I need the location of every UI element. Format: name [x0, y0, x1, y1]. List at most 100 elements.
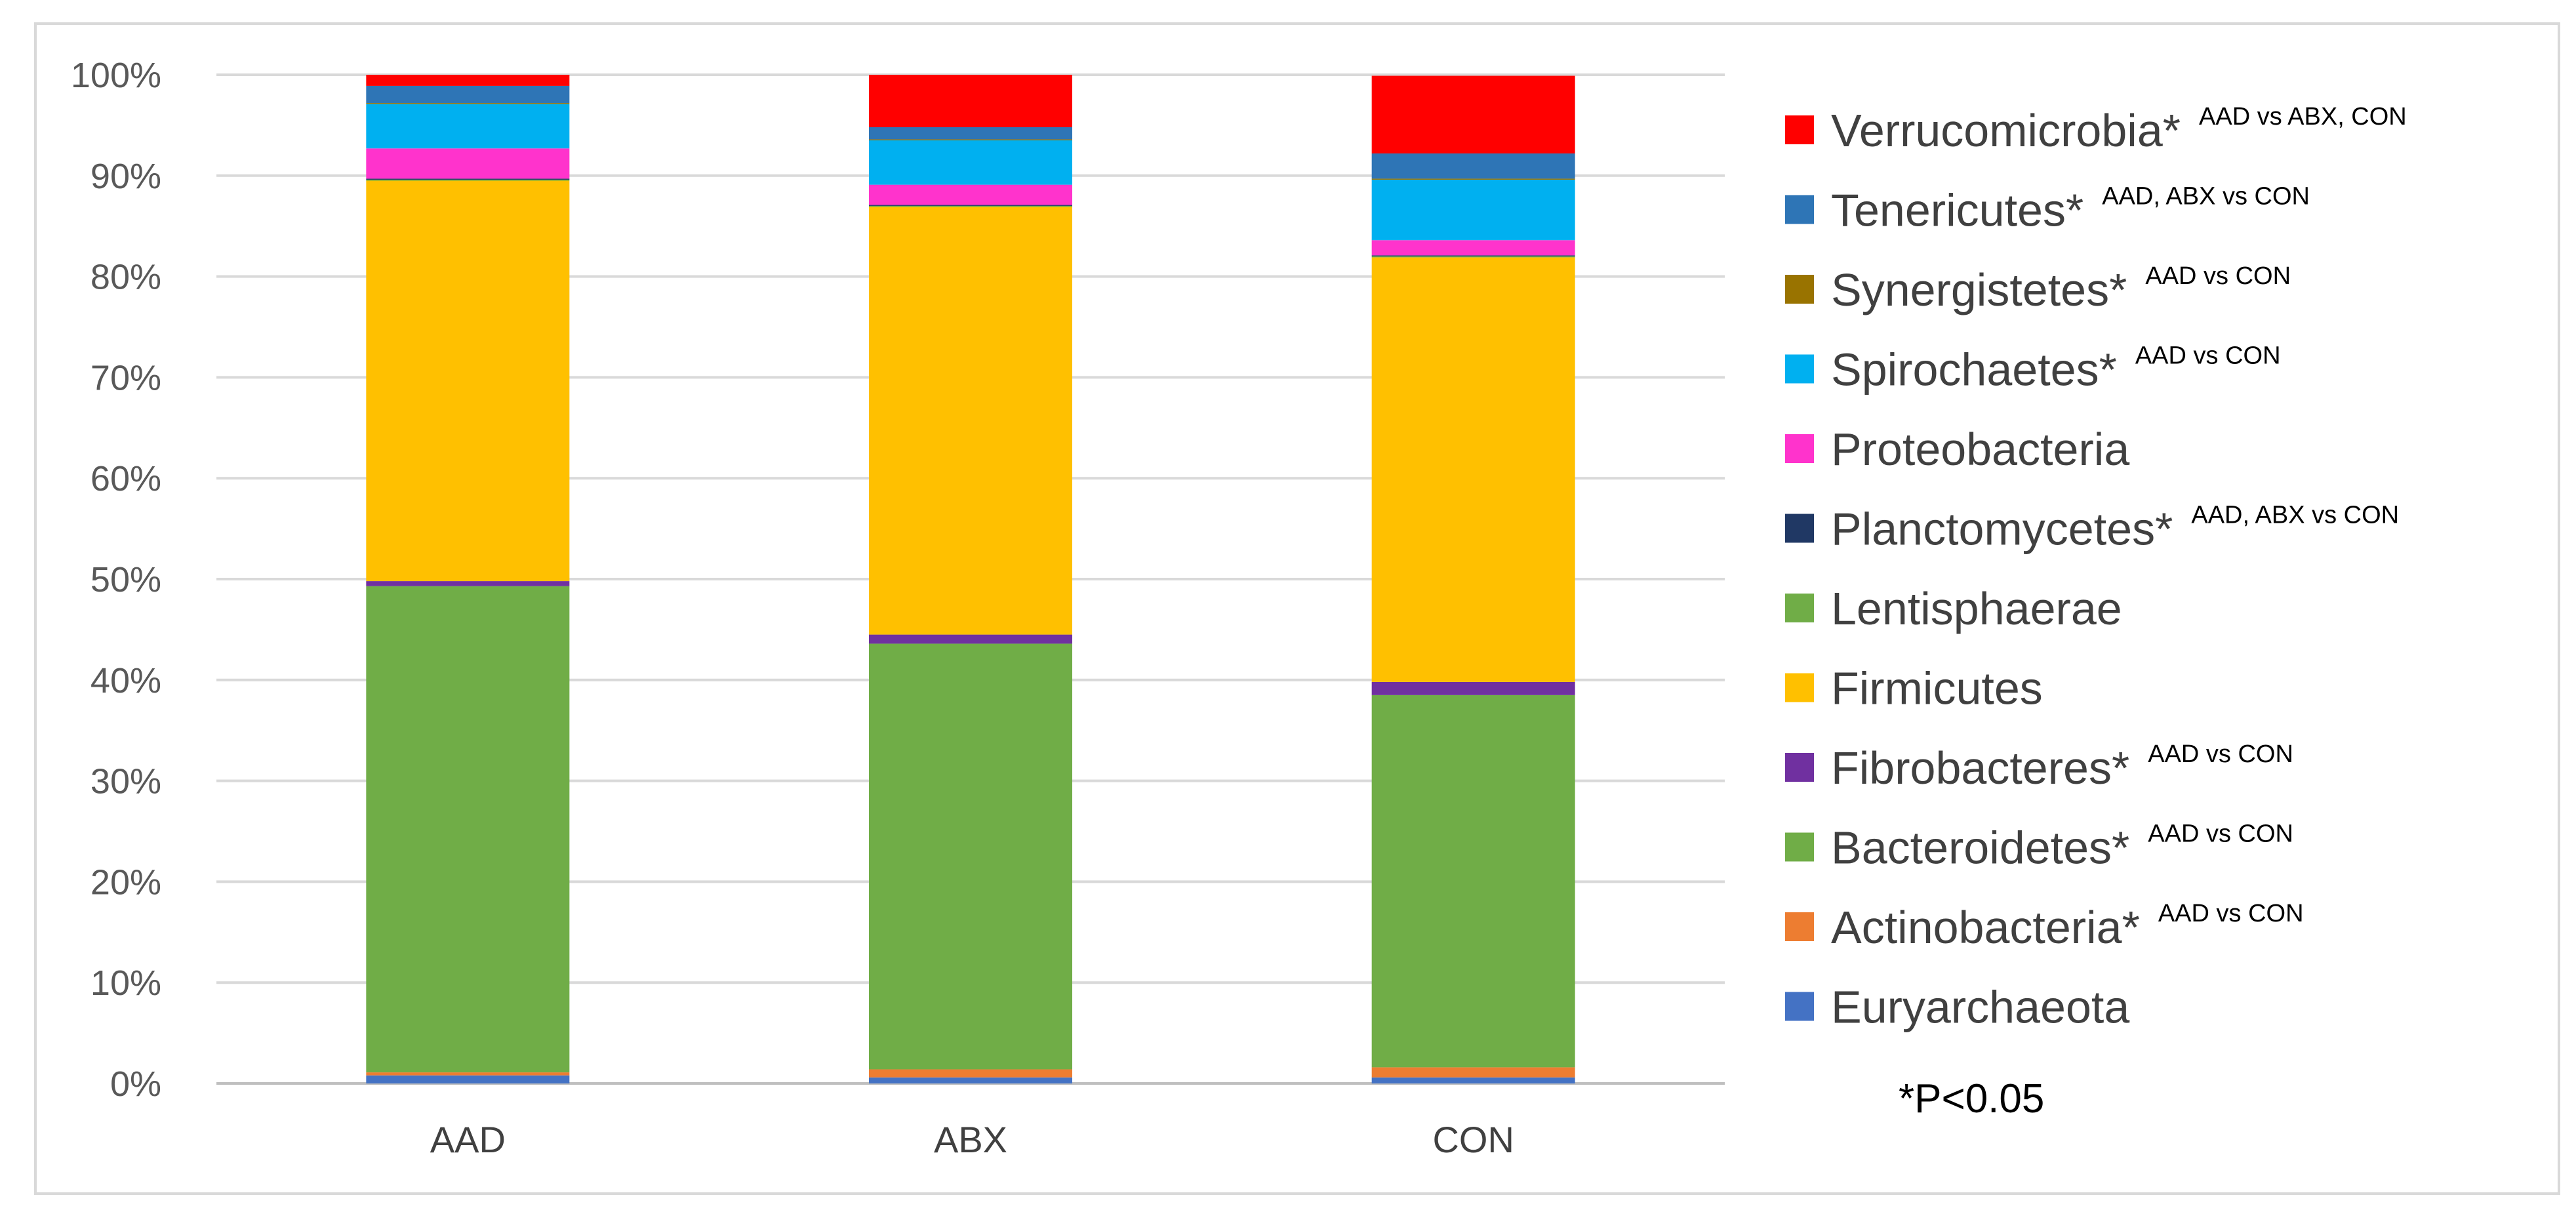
stacked-bars	[366, 75, 1575, 1083]
legend-item-firmicutes: Firmicutes	[1785, 663, 2043, 714]
legend-label: Fibrobacteres*	[1831, 742, 2129, 794]
legend-swatch	[1785, 115, 1814, 144]
bar-abx	[869, 75, 1072, 1083]
bar-segment-verrucomicrobia	[1371, 75, 1575, 153]
legend-label: Lentisphaerae	[1831, 583, 2122, 634]
y-tick-label: 40%	[91, 661, 161, 700]
legend-significance-note: AAD vs CON	[2148, 740, 2293, 768]
y-tick-label: 100%	[71, 56, 161, 95]
legend-item-synergistetes: Synergistetes* AAD vs CON	[1785, 262, 2291, 315]
legend-swatch	[1785, 514, 1814, 543]
y-tick-label: 10%	[91, 963, 161, 1003]
bar-segment-synergistetes	[869, 139, 1072, 140]
bar-segment-proteobacteria	[869, 184, 1072, 205]
bar-segment-actinobacteria	[869, 1069, 1072, 1078]
legend-significance-note: AAD vs CON	[2135, 342, 2281, 370]
bar-segment-synergistetes	[366, 103, 570, 104]
legend-item-actinobacteria: Actinobacteria* AAD vs CON	[1785, 900, 2304, 953]
bar-segment-bacteroidetes	[1371, 695, 1575, 1068]
legend-item-planctomycetes: Planctomycetes* AAD, ABX vs CON	[1785, 502, 2399, 555]
bar-segment-firmicutes	[869, 207, 1072, 635]
bar-segment-proteobacteria	[1371, 240, 1575, 256]
legend-item-fibrobacteres: Fibrobacteres* AAD vs CON	[1785, 740, 2293, 794]
legend-label: Verrucomicrobia*	[1831, 105, 2181, 156]
y-tick-label: 90%	[91, 157, 161, 196]
y-tick-label: 60%	[91, 459, 161, 498]
legend-swatch	[1785, 912, 1814, 941]
bar-segment-spirochaetes	[1371, 179, 1575, 241]
bar-segment-tenericutes	[1371, 153, 1575, 179]
bar-segment-fibrobacteres	[1371, 681, 1575, 695]
y-tick-label: 70%	[91, 358, 161, 397]
x-tick-label: AAD	[430, 1119, 506, 1160]
x-tick-label: ABX	[934, 1119, 1007, 1160]
significance-footnote: *P<0.05	[1899, 1076, 2044, 1121]
legend-swatch	[1785, 434, 1814, 463]
legend-item-spirochaetes: Spirochaetes* AAD vs CON	[1785, 342, 2281, 395]
bar-segment-actinobacteria	[366, 1072, 570, 1076]
x-tick-label: CON	[1432, 1119, 1514, 1160]
legend-significance-note: AAD, ABX vs CON	[2102, 183, 2310, 211]
y-tick-label: 80%	[91, 258, 161, 297]
legend-item-tenericutes: Tenericutes* AAD, ABX vs CON	[1785, 183, 2310, 236]
legend-swatch	[1785, 195, 1814, 224]
bar-segment-bacteroidetes	[366, 586, 570, 1073]
legend-item-bacteroidetes: Bacteroidetes* AAD vs CON	[1785, 820, 2293, 874]
legend-swatch	[1785, 832, 1814, 862]
bar-segment-euryarchaeota	[366, 1075, 570, 1083]
bar-segment-planctomycetes	[1371, 255, 1575, 256]
bar-segment-verrucomicrobia	[366, 75, 570, 86]
legend-significance-note: AAD vs CON	[2158, 900, 2304, 927]
legend-label: Synergistetes*	[1831, 264, 2127, 315]
legend-item-euryarchaeota: Euryarchaeota	[1785, 982, 2129, 1033]
bar-segment-lentisphaerae	[366, 179, 570, 181]
bar-segment-verrucomicrobia	[869, 75, 1072, 127]
bar-segment-euryarchaeota	[1371, 1077, 1575, 1083]
legend-swatch	[1785, 594, 1814, 622]
y-tick-label: 20%	[91, 862, 161, 902]
legend-label: Actinobacteria*	[1831, 902, 2140, 953]
bar-segment-fibrobacteres	[366, 581, 570, 586]
bar-aad	[366, 75, 570, 1083]
y-tick-label: 30%	[91, 762, 161, 801]
legend-swatch	[1785, 992, 1814, 1021]
y-tick-label: 0%	[110, 1064, 161, 1104]
legend-significance-note: AAD vs CON	[2145, 262, 2291, 290]
bar-segment-lentisphaerae	[1371, 256, 1575, 258]
legend-swatch	[1785, 673, 1814, 702]
legend-significance-note: AAD vs ABX, CON	[2199, 103, 2407, 131]
bar-segment-firmicutes	[366, 180, 570, 582]
legend-label: Euryarchaeota	[1831, 982, 2129, 1033]
x-axis-ticks: AAD ABX CON	[430, 1119, 1514, 1160]
bar-segment-proteobacteria	[366, 148, 570, 179]
legend-swatch	[1785, 354, 1814, 384]
legend-label: Tenericutes*	[1831, 185, 2083, 236]
legend-label: Spirochaetes*	[1831, 344, 2117, 395]
legend-label: Planctomycetes*	[1831, 504, 2173, 555]
bar-segment-synergistetes	[1371, 178, 1575, 180]
bar-segment-tenericutes	[869, 127, 1072, 140]
legend-label: Firmicutes	[1831, 663, 2043, 714]
y-tick-label: 50%	[91, 560, 161, 599]
legend-item-lentisphaerae: Lentisphaerae	[1785, 583, 2122, 634]
legend-swatch	[1785, 753, 1814, 782]
bar-segment-tenericutes	[366, 85, 570, 104]
bar-segment-lentisphaerae	[869, 205, 1072, 207]
y-axis-ticks: 0% 10% 20% 30% 40% 50% 60% 70% 80% 90% 100%	[71, 56, 161, 1104]
bar-segment-bacteroidetes	[869, 643, 1072, 1070]
bar-segment-firmicutes	[1371, 257, 1575, 682]
legend-label: Proteobacteria	[1831, 424, 2129, 475]
bar-segment-planctomycetes	[869, 205, 1072, 206]
bar-segment-fibrobacteres	[869, 634, 1072, 644]
legend-significance-note: AAD, ABX vs CON	[2191, 502, 2399, 529]
legend-label: Bacteroidetes*	[1831, 822, 2129, 874]
bar-segment-spirochaetes	[366, 104, 570, 149]
legend: Verrucomicrobia* AAD vs ABX, CON Tenericut…	[1785, 103, 2407, 1033]
bar-segment-spirochaetes	[869, 140, 1072, 185]
bar-segment-actinobacteria	[1371, 1067, 1575, 1078]
legend-item-proteobacteria: Proteobacteria	[1785, 424, 2129, 475]
legend-item-verrucomicrobia: Verrucomicrobia* AAD vs ABX, CON	[1785, 103, 2407, 156]
legend-swatch	[1785, 275, 1814, 304]
legend-significance-note: AAD vs CON	[2148, 820, 2293, 848]
bar-segment-planctomycetes	[366, 178, 570, 180]
